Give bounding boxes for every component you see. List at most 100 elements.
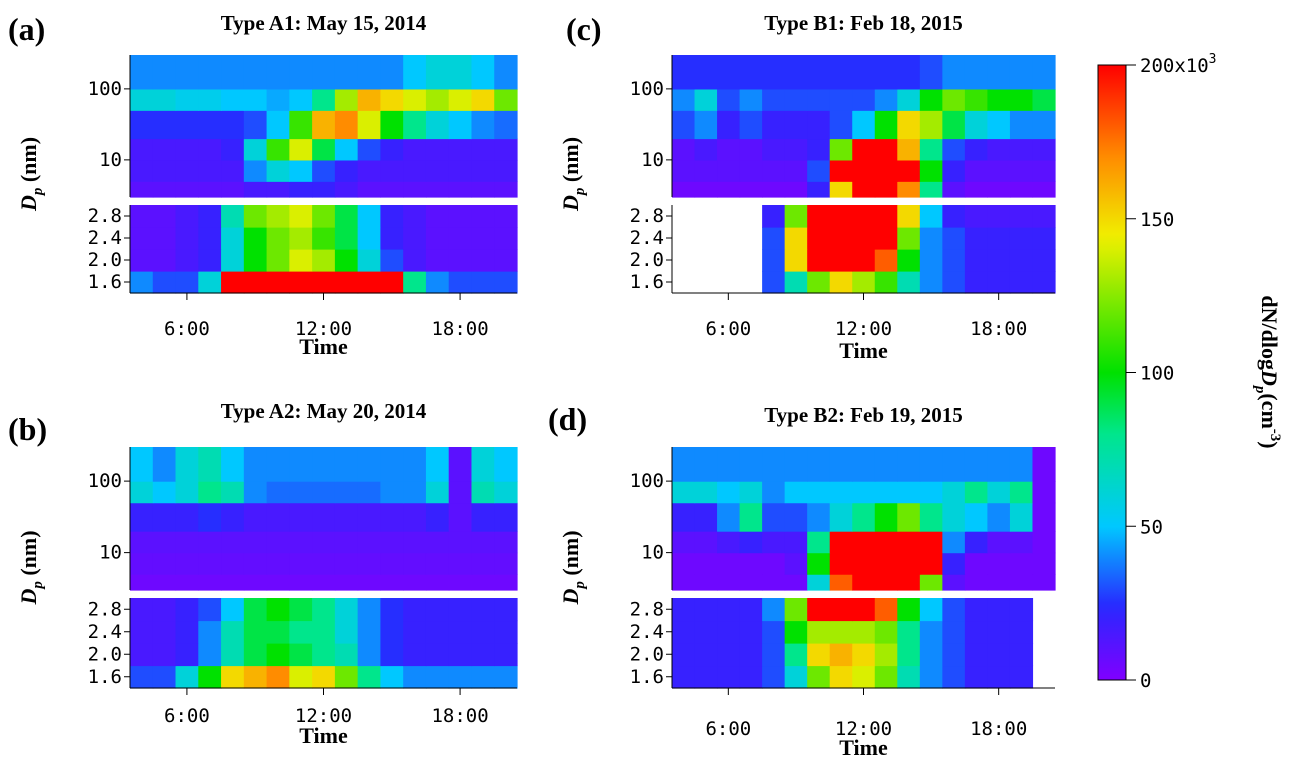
heat-cell <box>784 447 808 482</box>
heat-cell <box>942 181 966 198</box>
heat-cell <box>672 531 696 554</box>
heat-cell <box>987 481 1011 504</box>
heat-cell <box>289 205 313 228</box>
heat-cell <box>874 665 898 689</box>
heat-cell <box>762 138 786 161</box>
heat-cell <box>829 249 853 272</box>
heat-cell <box>987 552 1011 575</box>
y-label-unit: (nm) <box>558 530 583 581</box>
heat-cell <box>762 271 786 294</box>
heat-cell <box>243 205 268 228</box>
heat-cell <box>312 159 336 182</box>
heat-cell <box>852 620 876 644</box>
heat-cell <box>942 531 966 554</box>
heat-cell <box>494 138 518 161</box>
heat-cell <box>357 249 382 272</box>
heat-cell <box>897 55 921 90</box>
heat-cell <box>357 598 382 622</box>
heat-cell <box>694 531 718 554</box>
heat-cell <box>198 531 222 554</box>
heat-cell <box>403 598 427 622</box>
heat-cell <box>266 110 290 140</box>
heat-cell <box>312 643 336 667</box>
heat-cell <box>672 502 696 532</box>
heat-cell <box>1009 227 1034 250</box>
heat-cell <box>964 249 989 272</box>
heat-cell <box>152 138 177 161</box>
heat-cell <box>672 552 696 575</box>
heat-cell <box>919 574 943 591</box>
heat-cell <box>289 227 313 250</box>
heat-cell <box>694 181 718 198</box>
heat-cell <box>784 55 808 90</box>
heat-cell <box>266 502 290 532</box>
heat-cell <box>198 481 222 504</box>
heat-cell <box>221 88 245 111</box>
heat-cell <box>380 481 404 504</box>
heat-cell <box>784 88 808 111</box>
heat-cell <box>266 159 290 182</box>
heat-cell <box>919 531 943 554</box>
heat-cell <box>739 531 763 554</box>
heat-cell <box>266 481 290 504</box>
heat-cell <box>312 55 336 90</box>
cb-title-unit: (cm <box>1257 393 1282 428</box>
x-axis-label: Time <box>839 735 888 760</box>
heat-cell <box>152 88 177 111</box>
heat-cell <box>380 55 404 90</box>
heat-cell <box>919 598 943 622</box>
heat-cell <box>784 159 808 182</box>
heat-cell <box>762 481 786 504</box>
heat-cell <box>784 620 808 644</box>
heat-cell <box>717 552 741 575</box>
x-tick-label: 18:00 <box>431 318 488 340</box>
heat-cell <box>403 574 427 591</box>
heat-cell <box>987 88 1011 111</box>
heat-cell <box>874 643 898 667</box>
heat-cell <box>987 598 1011 622</box>
heat-cell <box>762 249 786 272</box>
y-axis-label: Dp (nm) <box>16 137 46 212</box>
heat-cell <box>874 598 898 622</box>
heat-cell <box>852 481 876 504</box>
heat-cell <box>874 620 898 644</box>
heat-cell <box>403 138 427 161</box>
heat-cell <box>289 159 313 182</box>
x-tick-label: 12:00 <box>835 718 892 740</box>
heat-cell <box>784 181 808 198</box>
heat-cell <box>987 531 1011 554</box>
heat-cell <box>243 552 268 575</box>
y-label-unit: (nm) <box>16 530 41 581</box>
heat-cell <box>221 643 245 667</box>
heat-cell <box>1009 181 1034 198</box>
heat-cell <box>243 88 268 111</box>
heat-cell <box>1009 88 1034 111</box>
heat-cell <box>964 502 989 532</box>
heat-cell <box>874 249 898 272</box>
heat-cell <box>829 55 853 90</box>
heat-cell <box>897 271 921 294</box>
heat-cell <box>425 598 450 622</box>
heat-cell <box>266 447 290 482</box>
heat-cell <box>897 481 921 504</box>
heat-cell <box>942 110 966 140</box>
heat-cell <box>807 481 831 504</box>
heat-cell <box>874 227 898 250</box>
heat-cell <box>964 620 989 644</box>
heat-cell <box>762 55 786 90</box>
heat-cell <box>448 620 473 644</box>
heat-cell <box>852 643 876 667</box>
heat-cell <box>175 271 199 294</box>
heat-cell <box>380 271 404 294</box>
heat-cell <box>289 531 313 554</box>
heat-cell <box>784 249 808 272</box>
heat-cell <box>221 55 245 90</box>
heat-cell <box>964 552 989 575</box>
heat-cell <box>425 481 450 504</box>
heat-cell <box>897 227 921 250</box>
heat-cell <box>357 271 382 294</box>
heat-cell <box>198 227 222 250</box>
heat-cell <box>1009 447 1034 482</box>
heat-cell <box>198 55 222 90</box>
x-tick-label: 18:00 <box>970 318 1027 340</box>
